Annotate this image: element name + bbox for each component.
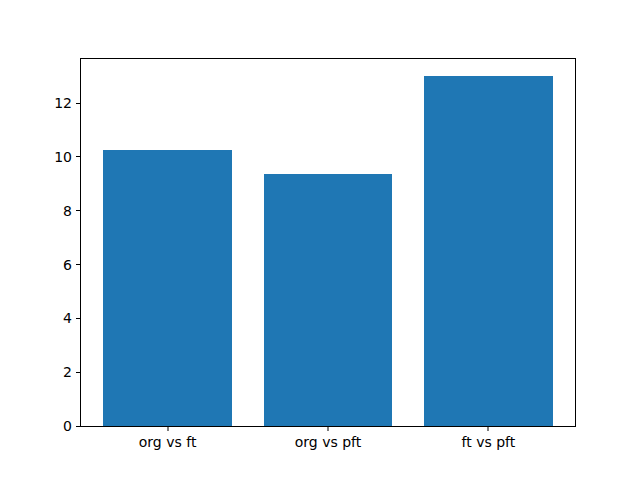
- x-axis-tick-label: org vs ft: [139, 435, 197, 449]
- y-axis-tick-label: 8: [63, 204, 72, 218]
- screenshot-root: { "figure": { "background": "#ffffff", "…: [0, 0, 640, 480]
- chart-figure: 0 2 4 6 8 10 12 org vs ft org vs pft ft vs pft: [0, 0, 640, 480]
- x-axis-tick-mark: [328, 426, 329, 431]
- y-axis-tick-label: 12: [54, 96, 72, 110]
- y-axis-tick-mark: [76, 264, 81, 265]
- y-axis-tick-mark: [76, 318, 81, 319]
- y-axis-tick-mark: [76, 156, 81, 157]
- x-axis-tick-label: org vs pft: [295, 435, 362, 449]
- y-axis-tick-label: 2: [63, 365, 72, 379]
- bar-org-vs-pft: [264, 174, 392, 426]
- y-axis-tick-mark: [76, 210, 81, 211]
- y-axis-tick-mark: [76, 426, 81, 427]
- y-axis-tick-label: 6: [63, 258, 72, 272]
- x-axis-tick-mark: [167, 426, 168, 431]
- y-axis-tick-mark: [76, 372, 81, 373]
- bar-org-vs-ft: [103, 150, 231, 426]
- plot-area: 024681012org vs ftorg vs pftft vs pft: [80, 58, 576, 428]
- x-axis-tick-label: ft vs pft: [462, 435, 516, 449]
- y-axis-tick-mark: [76, 103, 81, 104]
- y-axis-tick-label: 10: [54, 150, 72, 164]
- y-axis-tick-label: 0: [63, 419, 72, 433]
- y-axis-tick-label: 4: [63, 311, 72, 325]
- bar-ft-vs-pft: [424, 76, 552, 426]
- x-axis-tick-mark: [488, 426, 489, 431]
